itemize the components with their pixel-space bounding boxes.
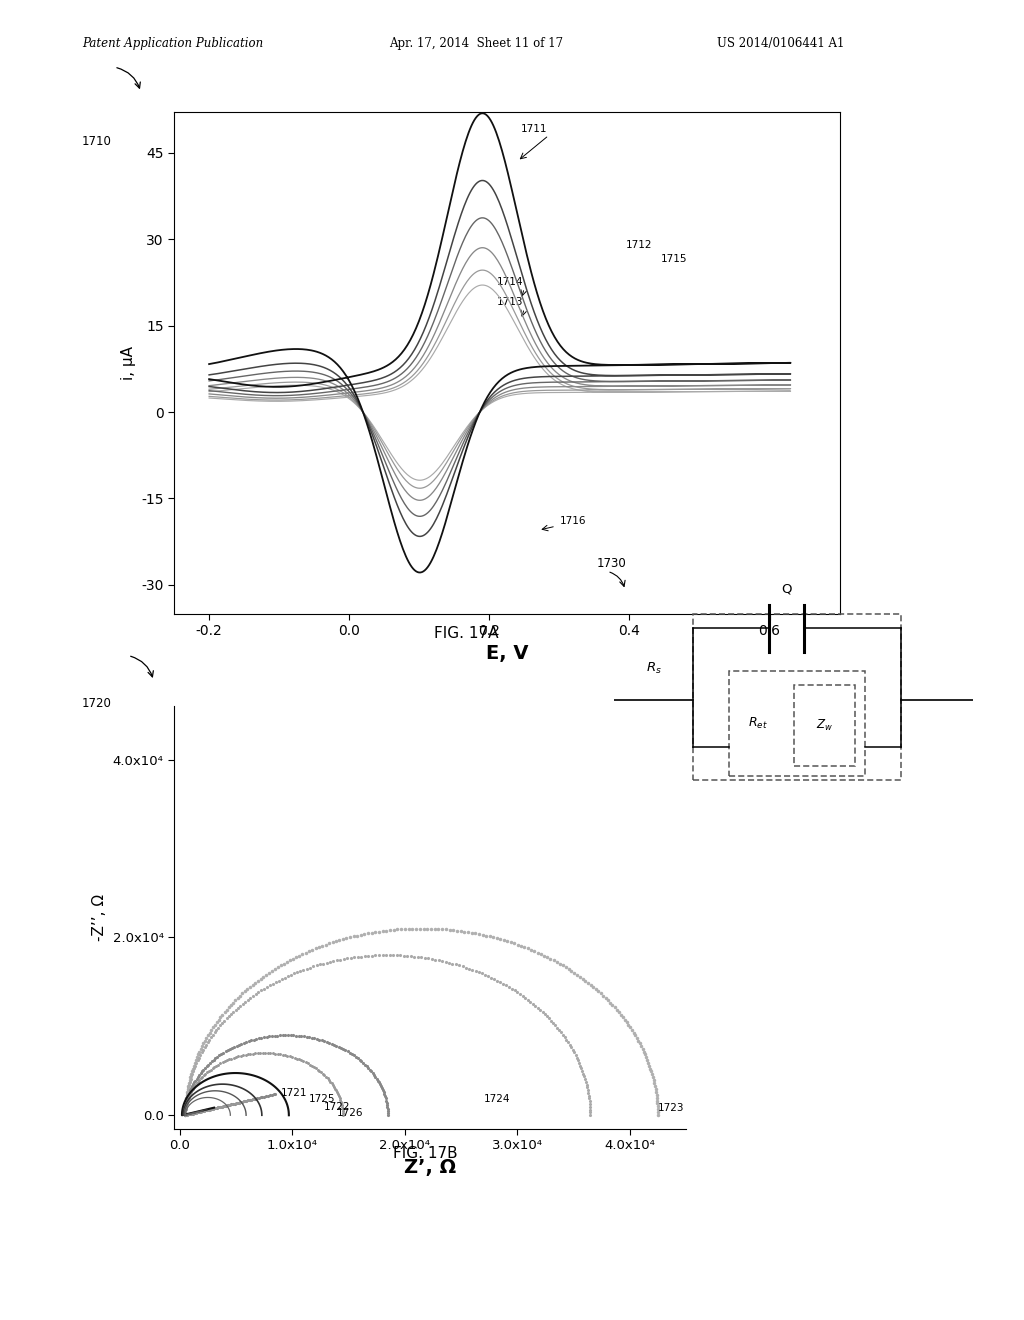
Text: Patent Application Publication: Patent Application Publication — [82, 37, 263, 50]
Text: FIG. 17B: FIG. 17B — [392, 1146, 458, 1160]
Text: 1712: 1712 — [626, 240, 652, 249]
Text: Apr. 17, 2014  Sheet 11 of 17: Apr. 17, 2014 Sheet 11 of 17 — [389, 37, 563, 50]
Text: $Z_w$: $Z_w$ — [815, 718, 833, 734]
Text: 1713: 1713 — [497, 297, 523, 308]
Y-axis label: i, μA: i, μA — [121, 346, 135, 380]
Text: 1714: 1714 — [497, 277, 523, 288]
Text: 1730: 1730 — [596, 557, 627, 569]
Text: 1721: 1721 — [281, 1088, 307, 1098]
Text: 1710: 1710 — [82, 135, 112, 148]
Text: $R_s$: $R_s$ — [646, 661, 662, 676]
Text: 1726: 1726 — [337, 1109, 364, 1118]
X-axis label: Z’, Ω: Z’, Ω — [404, 1158, 456, 1176]
Text: $R_{et}$: $R_{et}$ — [748, 715, 768, 731]
Text: 1716: 1716 — [559, 516, 586, 527]
Text: US 2014/0106441 A1: US 2014/0106441 A1 — [717, 37, 844, 50]
Text: Q: Q — [781, 582, 792, 595]
Text: 1723: 1723 — [658, 1102, 684, 1113]
Text: 1711: 1711 — [521, 124, 548, 135]
X-axis label: E, V: E, V — [485, 644, 528, 663]
Text: 1722: 1722 — [324, 1102, 350, 1111]
Text: 1725: 1725 — [309, 1094, 336, 1104]
Y-axis label: -Z’’, Ω: -Z’’, Ω — [92, 894, 108, 941]
Text: FIG. 17A: FIG. 17A — [434, 626, 498, 640]
Text: 1720: 1720 — [82, 697, 112, 710]
Text: 1715: 1715 — [662, 255, 687, 264]
Text: 1724: 1724 — [483, 1094, 510, 1104]
